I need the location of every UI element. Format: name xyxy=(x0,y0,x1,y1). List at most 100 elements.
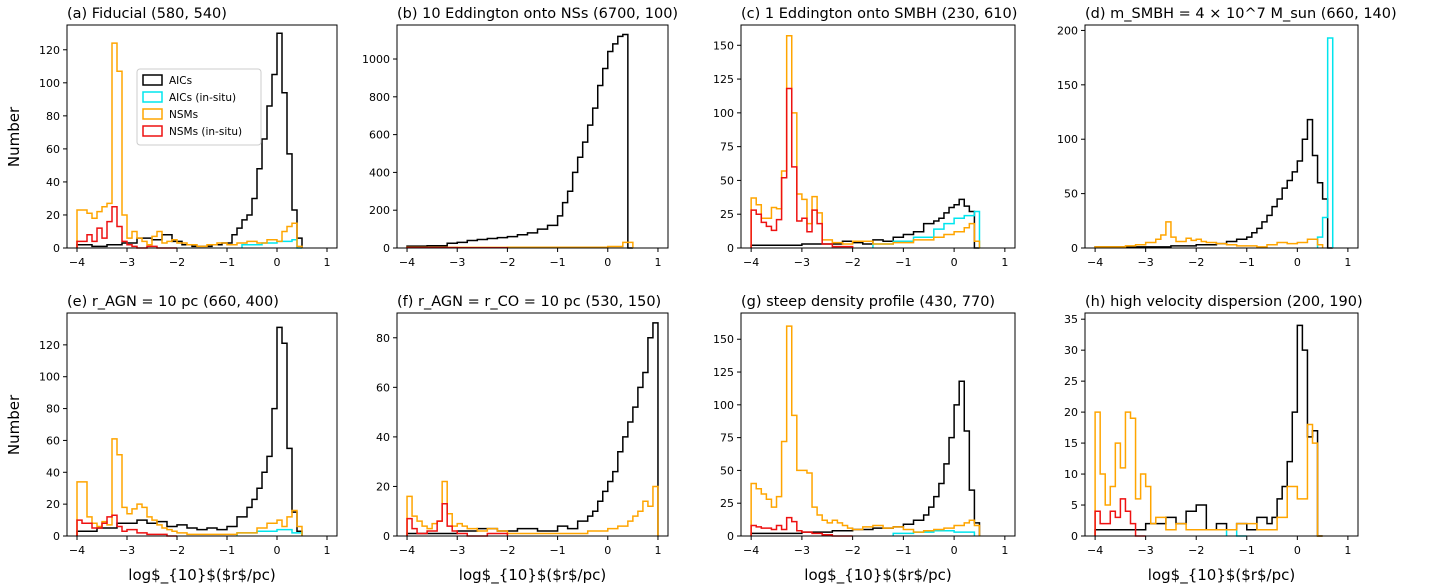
x-tick-label: −4 xyxy=(69,544,85,557)
y-tick-label: 150 xyxy=(713,39,734,52)
series-aics xyxy=(750,380,981,536)
series-nsms xyxy=(76,42,303,248)
x-tick-label: −1 xyxy=(549,256,565,269)
y-tick-label: 0 xyxy=(383,242,390,255)
x-tick-label: −1 xyxy=(895,544,911,557)
y-tick-label: 400 xyxy=(369,166,390,179)
panel-b: (b) 10 Eddington onto NSs (6700, 100) −4 −… xyxy=(362,6,678,269)
y-tick-label: 200 xyxy=(1057,24,1078,37)
y-tick-label: 0 xyxy=(53,242,60,255)
x-tick-label: −3 xyxy=(794,256,810,269)
y-tick-label: 60 xyxy=(46,434,60,447)
series-nsms-in-situ xyxy=(76,514,177,537)
series-aics xyxy=(1094,118,1333,249)
y-tick-label: 50 xyxy=(1064,188,1078,201)
y-tick-label: 80 xyxy=(46,110,60,123)
panel-title: (b) 10 Eddington onto NSs (6700, 100) xyxy=(397,6,678,22)
series-aics xyxy=(1094,324,1323,537)
ylabel-bottom: Number xyxy=(5,394,23,455)
x-tick-label: 1 xyxy=(324,256,331,269)
y-tick-label: 50 xyxy=(720,174,734,187)
y-tick-label: 125 xyxy=(713,366,734,379)
axes-frame xyxy=(740,312,1016,537)
x-tick-label: 1 xyxy=(324,544,331,557)
panel-e: (e) r_AGN = 10 pc (660, 400) −4 −3 −2 −1 0 1 0 2… xyxy=(39,294,338,585)
y-tick-label: 40 xyxy=(46,466,60,479)
x-tick-label: −2 xyxy=(1188,544,1204,557)
x-tick-label: 0 xyxy=(1294,544,1301,557)
x-tick-label: 0 xyxy=(604,256,611,269)
series-nsms xyxy=(1094,411,1323,537)
x-tick-label: −1 xyxy=(895,256,911,269)
x-tick-label: −3 xyxy=(119,256,135,269)
y-tick-label: 80 xyxy=(376,332,390,345)
y-tick-label: 75 xyxy=(720,141,734,154)
y-tick-label: 0 xyxy=(53,530,60,543)
x-tick-label: 0 xyxy=(951,544,958,557)
y-tick-label: 0 xyxy=(727,530,734,543)
y-tick-label: 100 xyxy=(39,371,60,384)
axes-frame xyxy=(1084,312,1359,537)
x-tick-label: −2 xyxy=(845,256,861,269)
legend-label: AICs (in-situ) xyxy=(169,92,236,104)
series-aics-in-situ xyxy=(1225,529,1247,537)
x-tick-label: −2 xyxy=(845,544,861,557)
x-tick-label: −4 xyxy=(743,544,759,557)
panel-title: (d) m_SMBH = 4 × 10^7 M_sun (660, 140) xyxy=(1085,6,1397,22)
x-tick-label: 0 xyxy=(1294,256,1301,269)
legend-swatch xyxy=(142,91,163,103)
series-nsms-in-situ xyxy=(406,503,509,537)
y-tick-label: 125 xyxy=(713,73,734,86)
y-tick-label: 30 xyxy=(1064,344,1078,357)
x-tick-label: −1 xyxy=(1239,544,1255,557)
series-aics xyxy=(406,322,659,536)
axes-frame xyxy=(66,24,338,249)
x-axis-label: log$_{10}$($r$/pc) xyxy=(459,566,606,585)
x-axis-label: log$_{10}$($r$/pc) xyxy=(804,566,951,585)
panel-g: (g) steep density profile (430, 770) −4 −3… xyxy=(713,294,1016,585)
y-tick-label: 800 xyxy=(369,91,390,104)
legend-box xyxy=(136,68,262,146)
legend-swatch xyxy=(142,74,163,86)
panel-a: (a) Fiducial (580, 540)−4 −3 −2 −1 0 10204060… xyxy=(39,6,338,269)
x-tick-label: −4 xyxy=(399,544,415,557)
x-tick-label: 0 xyxy=(951,256,958,269)
y-tick-label: 20 xyxy=(376,480,390,493)
y-tick-label: 80 xyxy=(46,403,60,416)
panel-title: (f) r_AGN = r_CO = 10 pc (530, 150) xyxy=(397,294,661,310)
x-tick-label: −1 xyxy=(1239,256,1255,269)
series-aics xyxy=(406,33,633,249)
axes-frame xyxy=(740,24,1016,249)
x-tick-label: −4 xyxy=(399,256,415,269)
series-aics-in-situ xyxy=(872,210,981,248)
y-tick-label: 20 xyxy=(46,498,60,511)
panels: (a) Fiducial (580, 540)−4 −3 −2 −1 0 10204060… xyxy=(39,6,1397,585)
panel-title: (a) Fiducial (580, 540) xyxy=(67,6,227,22)
panel-title: (e) r_AGN = 10 pc (660, 400) xyxy=(67,294,279,310)
x-tick-label: −4 xyxy=(69,256,85,269)
y-tick-label: 10 xyxy=(1064,468,1078,481)
x-tick-label: 1 xyxy=(1001,256,1008,269)
legend-swatch xyxy=(142,125,163,137)
series-aics xyxy=(76,326,303,536)
panel-title: (g) steep density profile (430, 770) xyxy=(741,294,995,310)
ylabel-top: Number xyxy=(5,106,23,167)
y-tick-label: 200 xyxy=(369,204,390,217)
x-tick-label: −3 xyxy=(449,544,465,557)
x-tick-label: −2 xyxy=(499,544,515,557)
y-tick-label: 150 xyxy=(713,333,734,346)
y-tick-label: 1000 xyxy=(362,53,390,66)
panel-f: (f) r_AGN = r_CO = 10 pc (530, 150) −4 −3 −… xyxy=(376,294,669,585)
y-tick-label: 75 xyxy=(720,432,734,445)
legend: AICs AICs (in-situ) NSMs NSMs (in-situ) xyxy=(136,68,262,146)
panel-h: (h) high velocity dispersion (200, 190) −… xyxy=(1064,294,1363,585)
legend-label: NSMs (in-situ) xyxy=(169,126,242,138)
series-aics-in-situ xyxy=(892,530,976,536)
y-tick-label: 60 xyxy=(376,381,390,394)
axes-frame xyxy=(1084,24,1359,249)
series-nsms xyxy=(406,480,659,536)
x-axis-label: log$_{10}$($r$/pc) xyxy=(128,566,275,585)
series-nsms-in-situ xyxy=(750,87,854,248)
y-tick-label: 100 xyxy=(1057,133,1078,146)
